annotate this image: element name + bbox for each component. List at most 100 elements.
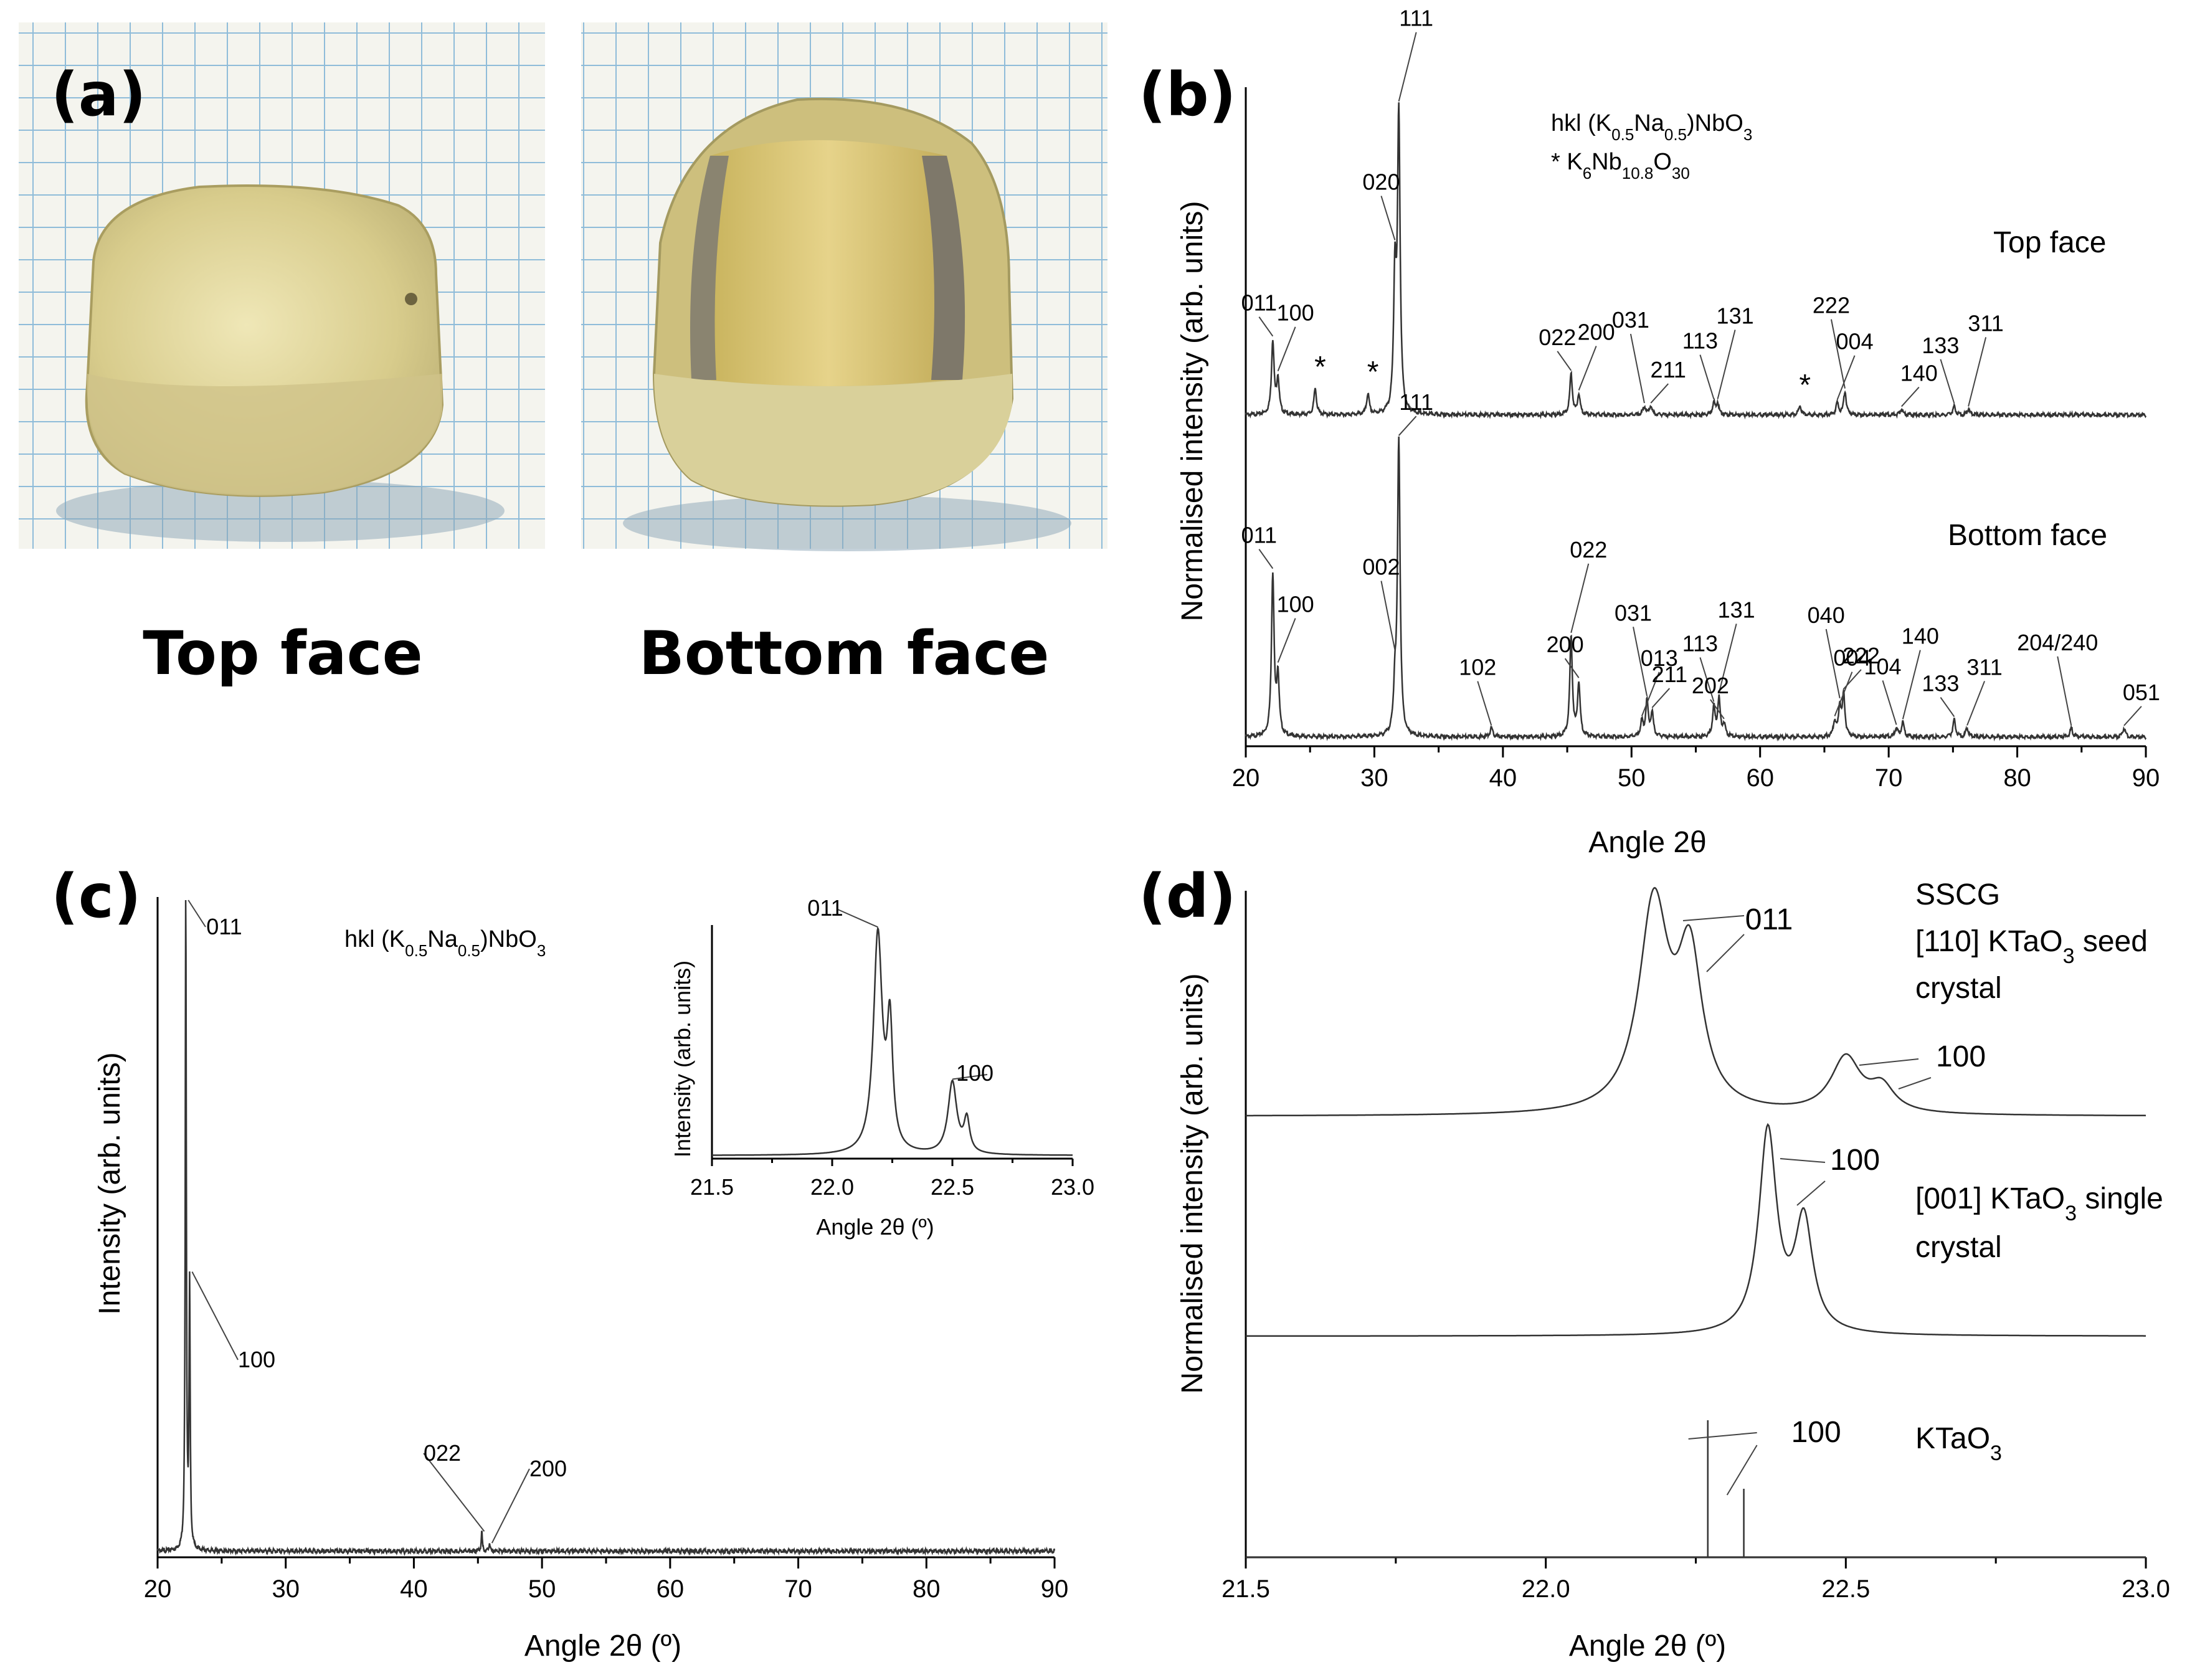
b-peak-label-0-4: 020 xyxy=(1362,169,1400,195)
d-x-tick-label-0: 21.5 xyxy=(1221,1575,1270,1603)
b-legend-kn: * K6Nb10.8O30 xyxy=(1551,149,1690,183)
c-x-tick-label-5: 70 xyxy=(784,1575,812,1603)
b-peak-leader xyxy=(1398,32,1417,102)
b-peak-label-0-13: 004 xyxy=(1836,329,1874,354)
c-inset-leader xyxy=(837,909,878,928)
b-peak-leader xyxy=(1258,549,1274,569)
c-x-tick-label-2: 40 xyxy=(400,1575,428,1603)
b-peak-leader xyxy=(1699,354,1715,399)
panel-d: (d) 21.5 22.0 22.5 23.0 100 011 100 100 Normali… xyxy=(1139,861,2171,1663)
c-inset-peak-label-0: 011 xyxy=(807,895,843,921)
b-peak-label-1-1: 100 xyxy=(1277,592,1314,617)
b-x-tick-label-0: 20 xyxy=(1232,764,1260,792)
b-peak-label-1-11: 131 xyxy=(1718,597,1755,622)
d-peak-leader xyxy=(1706,934,1745,972)
b-series-0-line xyxy=(1245,102,2147,420)
d-peak-leader xyxy=(1726,1445,1758,1496)
b-peak-label-1-16: 104 xyxy=(1864,653,1901,679)
b-peak-label-0-16: 133 xyxy=(1922,333,1959,358)
c-inset-y-axis-label: Intensity (arb. units) xyxy=(670,961,695,1157)
c-x-axis-label: Angle 2θ (º) xyxy=(524,1630,681,1663)
d-x-tick-label-2: 22.5 xyxy=(1821,1575,1870,1603)
d-series-ktao3-label: KTaO3 xyxy=(1915,1422,2002,1465)
c-peak-label-3: 200 xyxy=(529,1456,567,1481)
b-peak-leader xyxy=(1570,563,1590,634)
b-peak-label-1-6: 200 xyxy=(1547,632,1584,657)
c-x-tick-label-7: 90 xyxy=(1041,1575,1069,1603)
b-peak-label-1-5: 022 xyxy=(1570,537,1607,562)
c-inset-line xyxy=(712,926,1073,1156)
b-x-tick-label-6: 80 xyxy=(2003,764,2031,792)
b-peak-leader xyxy=(1901,386,1920,407)
b-peak-label-0-11: 131 xyxy=(1717,303,1754,329)
b-peak-label-1-0: 011 xyxy=(1241,523,1277,548)
b-peak-leader xyxy=(1966,681,1985,726)
b-peak-leader xyxy=(1830,319,1846,389)
c-inset-x-tick-label-1: 22.0 xyxy=(810,1174,854,1200)
b-peak-leader xyxy=(1834,672,1853,717)
d-peak-leader xyxy=(1859,1058,1919,1066)
b-peak-label-1-19: 311 xyxy=(1966,654,2002,680)
panel-d-label: (d) xyxy=(1139,861,1236,931)
top-face-caption: Top face xyxy=(143,619,422,688)
b-legend-kna: hkl (K0.5Na0.5)NbO3 xyxy=(1551,110,1752,144)
c-inset-leader xyxy=(952,1074,988,1080)
c-peak-leader xyxy=(187,899,206,928)
b-peak-label-0-5: 111 xyxy=(1399,6,1433,31)
d-peak-leader xyxy=(1898,1077,1932,1089)
c-peak-label-2: 022 xyxy=(424,1440,461,1466)
panel-a-label: (a) xyxy=(51,60,146,130)
d-x-tick-label-3: 23.0 xyxy=(2122,1575,2170,1603)
b-peak-label-1-20: 204/240 xyxy=(2017,630,2098,655)
b-peak-label-1-18: 133 xyxy=(1922,671,1959,696)
d-y-axis-label: Normalised intensity (arb. units) xyxy=(1176,974,1209,1394)
d-peak-leader xyxy=(1688,1432,1757,1440)
b-peak-label-1-12: 202 xyxy=(1692,673,1729,698)
c-peak-label-1: 100 xyxy=(238,1347,275,1372)
b-peak-label-1-3: 111 xyxy=(1399,389,1433,415)
b-peak-label-0-6: 022 xyxy=(1539,325,1576,350)
b-y-axis-label: Normalised intensity (arb. units) xyxy=(1176,201,1209,622)
d-peak-leader xyxy=(1780,1158,1826,1163)
b-peak-leader xyxy=(1836,355,1856,401)
b-x-tick-label-1: 30 xyxy=(1360,764,1388,792)
bottom-face-caption: Bottom face xyxy=(639,619,1050,688)
b-series-top-label: Top face xyxy=(1993,226,2106,259)
b-x-axis-label: Angle 2θ xyxy=(1588,826,1707,859)
b-peak-leader xyxy=(1564,658,1580,678)
b-peak-leader xyxy=(1718,624,1737,693)
c-peak-leader xyxy=(491,1468,530,1544)
b-peak-leader xyxy=(1629,333,1645,404)
c-x-tick-label-0: 20 xyxy=(144,1575,172,1603)
b-x-tick-label-2: 40 xyxy=(1489,764,1517,792)
c-inset-x-axis-label: Angle 2θ (º) xyxy=(816,1214,934,1240)
c-series-line xyxy=(156,899,1056,1556)
c-x-tick-label-4: 60 xyxy=(657,1575,685,1603)
b-peak-label-0-17: 311 xyxy=(1968,310,2003,336)
d-series-single-crystal-label: [001] KTaO3 single crystal xyxy=(1915,1182,2171,1264)
b-peak-leader xyxy=(1940,696,1955,718)
b-peak-leader xyxy=(2123,706,2142,726)
b-peak-label-1-21: 051 xyxy=(2123,680,2160,705)
panel-c-label: (c) xyxy=(51,861,141,931)
d-x-tick-label-1: 22.0 xyxy=(1522,1575,1570,1603)
b-peak-leader xyxy=(1651,688,1671,708)
d-peak-leader xyxy=(1796,1180,1826,1206)
b-peak-leader xyxy=(1968,337,1987,407)
b-peak-leader xyxy=(1699,657,1715,702)
bottom-face-crystal-image xyxy=(623,97,1071,551)
chart-c: 20 30 40 50 60 70 80 90 011 100 022 200 xyxy=(144,897,1069,1603)
b-peak-leader xyxy=(1940,359,1955,404)
b-peak-leader xyxy=(1902,650,1921,719)
b-peak-label-1-9: 211 xyxy=(1652,662,1687,687)
b-x-tick-label-7: 90 xyxy=(2132,764,2160,792)
d-peak-label-2: 100 xyxy=(1830,1144,1880,1177)
b-peak-label-0-10: 113 xyxy=(1682,328,1718,354)
b-series-1-line xyxy=(1245,436,2147,742)
d-series-sscg-label: SSCG [110] KTaO3 seed crystal xyxy=(1915,878,2156,1005)
c-legend-kna: hkl (K0.5Na0.5)NbO3 xyxy=(344,926,546,960)
b-peak-label-1-13: 004 xyxy=(1833,645,1871,671)
b-peak-leader xyxy=(1258,316,1274,337)
